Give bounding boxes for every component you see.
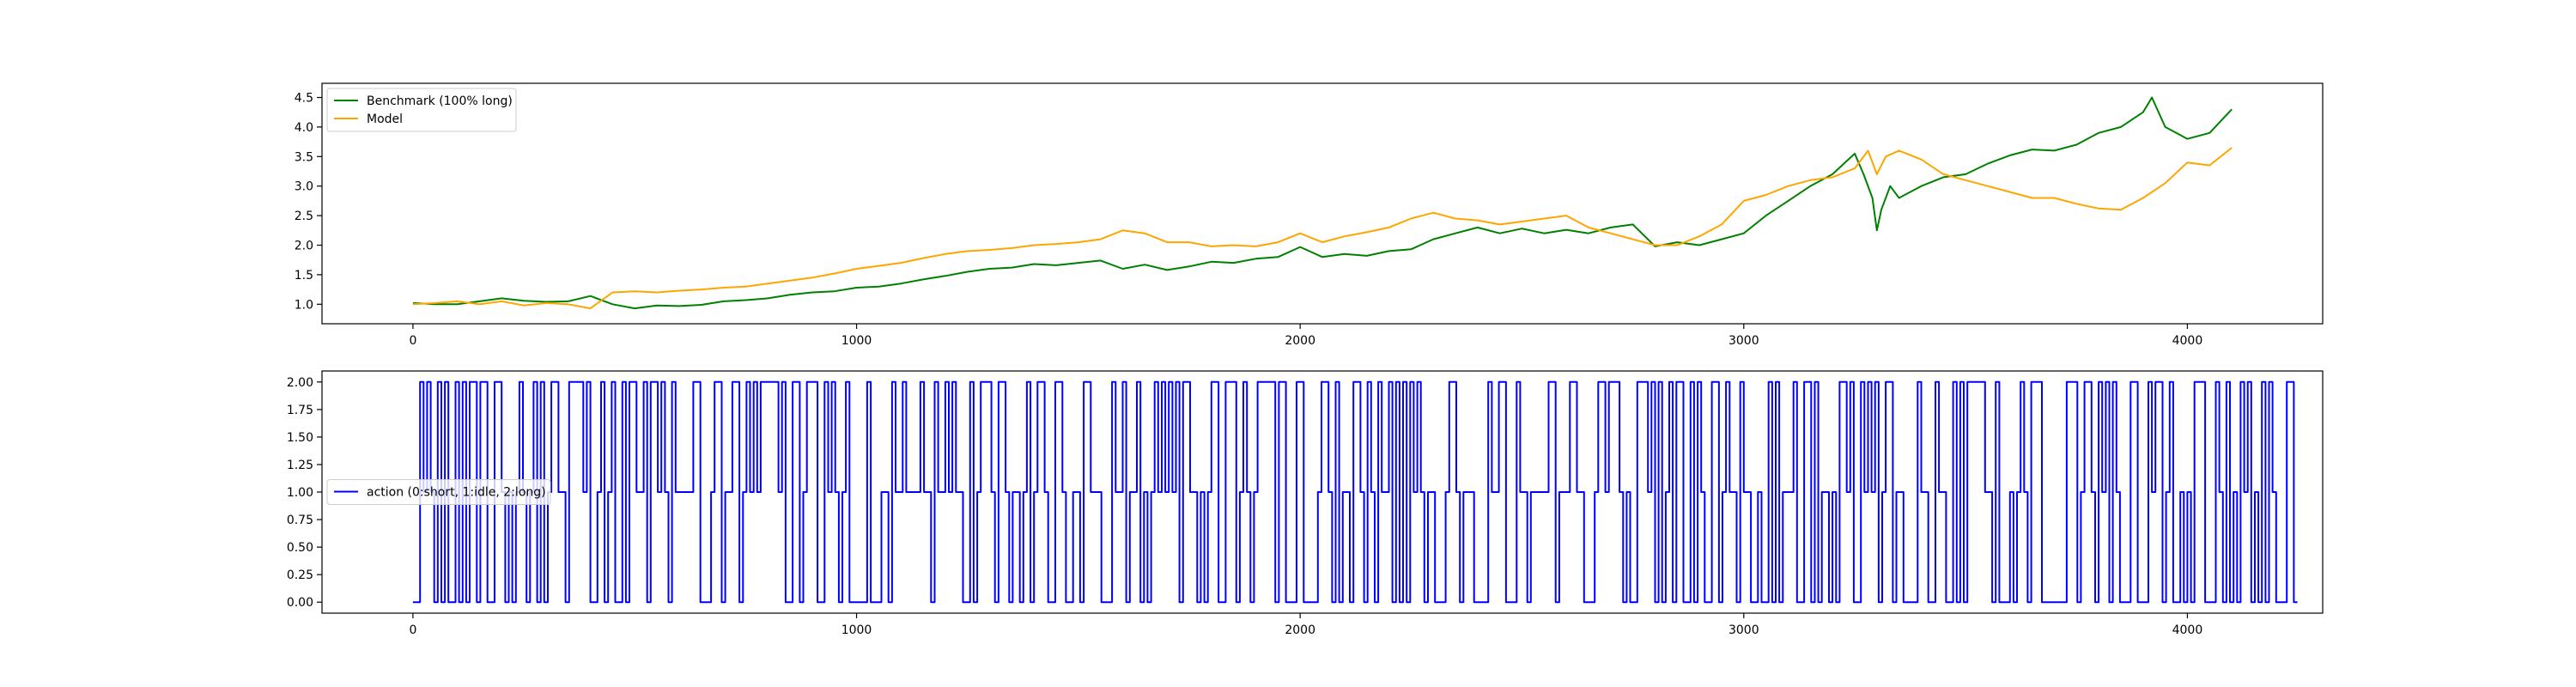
y-tick-label: 0.25 (287, 568, 313, 582)
legend-label: Benchmark (100% long) (367, 94, 513, 108)
chart-panel-2: 0 1000 2000 3000 4000 0.00 0.25 0.50 0.75 1.00 1.2… (287, 370, 2324, 637)
x-tick-label: 0 (409, 334, 416, 348)
series-line-1 (412, 380, 2298, 604)
legend-label: Model (367, 112, 403, 126)
x-tick-label: 4000 (2172, 623, 2203, 637)
legend-box (326, 479, 551, 505)
y-tick-label: 3.5 (295, 150, 313, 164)
y-tick-label: 4.0 (295, 121, 313, 135)
y-tick-label: 4.5 (295, 92, 313, 106)
x-tick-label: 2000 (1285, 334, 1315, 348)
y-tick-label: 0.00 (287, 596, 313, 610)
chart-panel-1: 0 1000 2000 3000 4000 1.0 1.5 2.0 2.5 3.0 3.5 4.0 4.… (295, 82, 2324, 348)
x-tick-label: 2000 (1285, 623, 1315, 637)
y-tick-label: 1.5 (295, 269, 313, 283)
legend: action (0:short, 1:idle, 2:long) (326, 479, 551, 505)
x-tick-label: 4000 (2172, 334, 2203, 348)
y-tick-label: 3.0 (295, 180, 313, 194)
y-tick-label: 1.00 (287, 486, 313, 500)
legend-box (326, 88, 517, 132)
x-tick-label: 3000 (1728, 334, 1759, 348)
y-tick-label: 1.0 (295, 298, 313, 312)
series-line-2 (412, 147, 2233, 310)
y-tick-label: 1.50 (287, 431, 313, 445)
x-tick-label: 1000 (841, 623, 872, 637)
y-tick-label: 0.75 (287, 514, 313, 527)
legend-label: action (0:short, 1:idle, 2:long) (367, 486, 546, 500)
y-tick-label: 2.5 (295, 210, 313, 223)
plot-frame (321, 82, 2324, 325)
legend: Benchmark (100% long) Model (326, 88, 517, 132)
y-tick-label: 1.75 (287, 404, 313, 417)
x-tick-label: 3000 (1728, 623, 1759, 637)
y-tick-label: 2.00 (287, 376, 313, 390)
x-tick-label: 0 (409, 623, 416, 637)
y-tick-label: 1.25 (287, 459, 313, 472)
series-line-1 (412, 96, 2233, 310)
y-tick-label: 0.50 (287, 541, 313, 555)
y-tick-label: 2.0 (295, 240, 313, 253)
x-tick-label: 1000 (841, 334, 872, 348)
